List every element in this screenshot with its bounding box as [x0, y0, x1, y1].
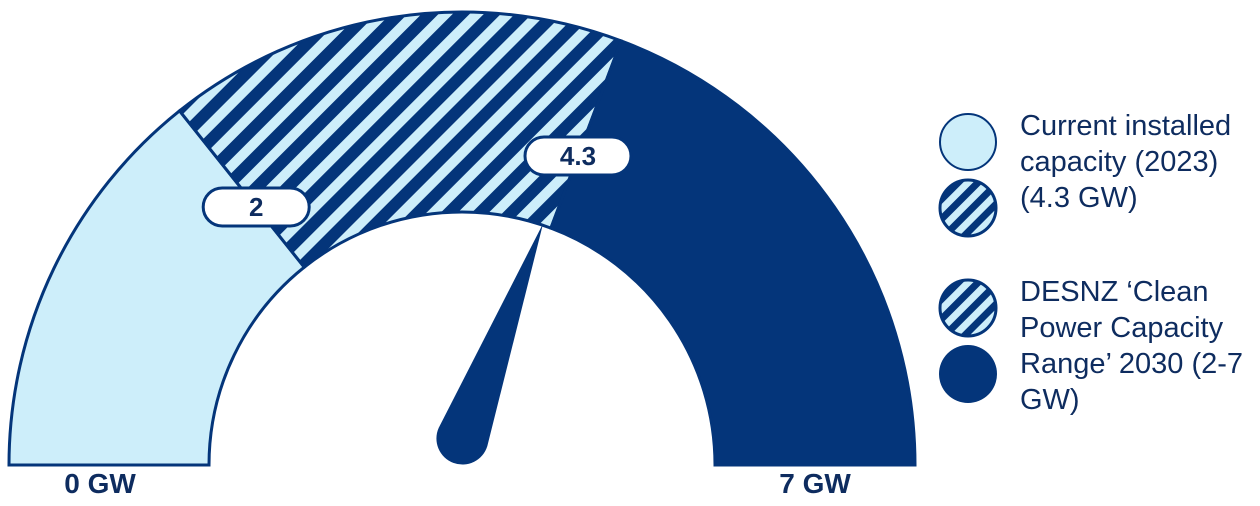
legend-current: Current installed capacity (2023) (4.3 G…	[938, 110, 1258, 238]
legend-swatch-light	[939, 113, 997, 171]
legend-range-label: DESNZ ‘Clean Power Capacity Range’ 2030 …	[1020, 276, 1244, 416]
marker-label-2-pill	[201, 186, 311, 228]
legend-range: DESNZ ‘Clean Power Capacity Range’ 2030 …	[938, 276, 1258, 418]
gauge-needle	[436, 223, 544, 465]
legend-current-label: Current installed capacity (2023) (4.3 G…	[1020, 110, 1232, 214]
gauge-band-4.3-7	[548, 38, 917, 467]
legend-swatch-hatched	[938, 178, 998, 238]
marker-label-4.3-pill	[523, 135, 633, 177]
legend-swatch-hatched-2	[938, 278, 998, 338]
capacity-gauge: 2 4.3 0 GW 7 GW	[7, 10, 917, 499]
marker-label-2: 2	[201, 186, 311, 228]
marker-label-2-text: 2	[249, 192, 263, 222]
marker-label-4.3-text: 4.3	[560, 141, 596, 171]
marker-label-4.3: 4.3	[523, 135, 633, 177]
gauge-max-label: 7 GW	[779, 468, 851, 499]
gauge-min-label: 0 GW	[64, 468, 136, 499]
legend-swatch-navy	[939, 345, 997, 403]
